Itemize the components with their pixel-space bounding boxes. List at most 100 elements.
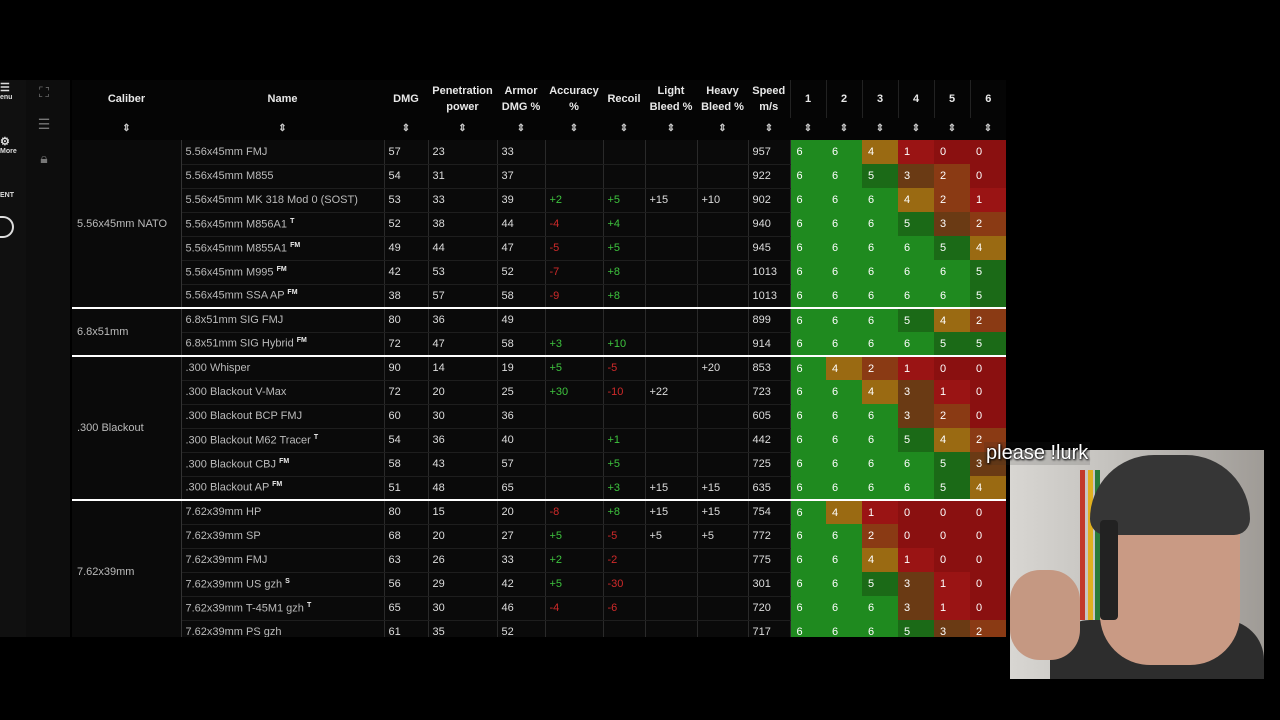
ammo-name: 7.62x39mm PS gzh	[185, 626, 282, 637]
sort-icon[interactable]: ⇕	[748, 118, 790, 140]
header-light-bleed[interactable]: Light Bleed %	[645, 80, 697, 118]
sort-icon[interactable]: ⇕	[970, 118, 1006, 140]
armor-dmg-cell: 27	[497, 524, 546, 549]
ammo-name: .300 Blackout V-Max	[185, 386, 287, 398]
header-class-2[interactable]: 2	[825, 80, 862, 118]
accuracy-cell: +30	[545, 380, 604, 405]
armor-class-1-cell: 6	[790, 380, 826, 404]
header-heavy-bleed[interactable]: Heavy Bleed %	[697, 80, 748, 118]
header-class-4[interactable]: 4	[897, 80, 934, 118]
light-bleed-cell	[645, 452, 698, 477]
sort-icon[interactable]: ⇕	[790, 118, 826, 140]
sort-icon[interactable]: ⇕	[181, 118, 384, 140]
table-row[interactable]: 5.56x45mm M855 54 31 37 922 6 6 5 3 2 0	[72, 164, 1006, 189]
armor-class-2-cell: 6	[826, 307, 862, 332]
header-class-1[interactable]: 1	[789, 80, 826, 118]
ammo-name-cell: 7.62x39mm FMJ	[181, 548, 385, 573]
sort-icon[interactable]: ⇕	[645, 118, 697, 140]
table-row[interactable]: .300 Blackout BCP FMJ 60 30 36 605 6 6 6 3 2 0	[72, 404, 1006, 429]
table-row[interactable]: 5.56x45mm M855A1 FM 49 44 47 -5 +5 945 6 6 6 6 5 4	[72, 236, 1006, 261]
table-row[interactable]: 5.56x45mm M856A1 T 52 38 44 -4 +4 940 6 6 6 5 3 2	[72, 212, 1006, 237]
header-class-3[interactable]: 3	[861, 80, 898, 118]
table-row[interactable]: 7.62x39mm SP 68 20 27 +5 -5 +5 +5 772 6 6 2 0 0 0	[72, 524, 1006, 549]
table-row[interactable]: 5.56x45mm SSA AP FM 38 57 58 -9 +8 1013 6 6 6 6 6 5	[72, 284, 1006, 309]
table-row[interactable]: 7.62x39mm FMJ 63 26 33 +2 -2 775 6 6 4 1 0 0	[72, 548, 1006, 573]
header-speed[interactable]: Speed m/s	[748, 80, 790, 118]
table-row[interactable]: .300 Blackout M62 Tracer T 54 36 40 +1 442 6 6 6…	[72, 428, 1006, 453]
table-row[interactable]: 7.62x39mm T-45M1 gzh T 65 30 46 -4 -6 720 6 6 6 3 1…	[72, 596, 1006, 621]
table-row[interactable]: 5.56x45mm MK 318 Mod 0 (SOST) 53 33 39 +2 +5 +…	[72, 188, 1006, 213]
armor-class-5-cell: 1	[934, 572, 970, 596]
rail-item-0[interactable]: ☰ enu	[0, 82, 26, 101]
header-recoil[interactable]: Recoil	[603, 80, 645, 118]
recoil-cell	[603, 620, 646, 637]
sort-icon[interactable]: ⇕	[697, 118, 748, 140]
rail-item-1[interactable]: ⚙ More	[0, 136, 26, 155]
recoil-cell	[603, 140, 646, 165]
recoil-cell: +8	[603, 284, 646, 309]
table-row[interactable]: .300 Blackout AP FM 51 48 65 +3 +15 +15 635 6 6 6 6…	[72, 476, 1006, 501]
header-penetration[interactable]: Penetration power	[428, 80, 497, 118]
sort-icon[interactable]: ⇕	[826, 118, 862, 140]
header-name[interactable]: Name	[181, 80, 384, 118]
sort-icon[interactable]: ⇕	[545, 118, 603, 140]
armor-class-1-cell: 6	[790, 140, 826, 164]
sort-icon[interactable]: ⇕	[497, 118, 545, 140]
header-armor-dmg[interactable]: Armor DMG %	[497, 80, 545, 118]
record-icon[interactable]	[0, 216, 14, 238]
rail-item-2[interactable]: ENT	[0, 192, 26, 199]
list-icon[interactable]: ☰	[37, 115, 51, 132]
light-bleed-cell	[645, 307, 698, 333]
recoil-cell: +8	[603, 499, 646, 525]
ammo-tag: FM	[279, 457, 290, 465]
speed-cell: 940	[748, 212, 791, 237]
armor-class-6-cell: 1	[970, 188, 1006, 212]
armor-dmg-cell: 58	[497, 332, 546, 357]
armor-class-6-cell: 2	[970, 307, 1006, 332]
table-row[interactable]: .300 Blackout CBJ FM 58 43 57 +5 725 6 6 6 6 5 3	[72, 452, 1006, 477]
ammo-tag: FM	[287, 289, 298, 297]
table-row[interactable]: 5.56x45mm M995 FM 42 53 52 -7 +8 1013 6 6 6 6 6 5	[72, 260, 1006, 285]
sort-icon[interactable]: ⇕	[862, 118, 898, 140]
armor-class-3-cell: 6	[862, 284, 898, 308]
rail-item-label: ENT	[0, 192, 14, 199]
table-row[interactable]: .300 Blackout .300 Whisper 90 14 19 +5 -5 +20 85…	[72, 355, 1006, 501]
header-accuracy[interactable]: Accuracy %	[545, 80, 603, 118]
light-bleed-cell	[645, 332, 698, 357]
armor-class-1-cell: 6	[790, 404, 826, 428]
table-row[interactable]: 7.62x39mm 7.62x39mm HP 80 15 20 -8 +8 +15 +15 754…	[72, 499, 1006, 637]
armor-class-2-cell: 6	[826, 284, 862, 308]
sort-icon[interactable]: ⇕	[384, 118, 428, 140]
fullscreen-icon[interactable]: ⛶	[39, 83, 49, 100]
table-row[interactable]: 6.8x51mm 6.8x51mm SIG FMJ 80 36 49 899 6 6 6 5 4 2	[72, 307, 1006, 357]
penetration-cell: 57	[428, 284, 498, 309]
armor-dmg-cell: 19	[497, 355, 546, 381]
accuracy-cell	[545, 140, 604, 165]
sort-icon[interactable]: ⇕	[603, 118, 645, 140]
table-row[interactable]: 7.62x39mm US gzh S 56 29 42 +5 -30 301 6 6 5 3 1 0	[72, 572, 1006, 597]
lock-icon[interactable]: 🔒︎	[40, 149, 48, 166]
table-row[interactable]: 6.8x51mm SIG Hybrid FM 72 47 58 +3 +10 914 6 6 6 6…	[72, 332, 1006, 357]
rail-item-label: More	[0, 148, 17, 155]
armor-class-5-cell: 5	[934, 332, 970, 356]
ammo-name: 5.56x45mm FMJ	[185, 145, 268, 158]
header-dmg[interactable]: DMG	[384, 80, 428, 118]
light-bleed-cell	[645, 548, 698, 573]
heavy-bleed-cell	[697, 596, 749, 621]
ammo-name: 5.56x45mm M855A1	[185, 242, 288, 255]
header-class-5[interactable]: 5	[933, 80, 970, 118]
table-row[interactable]: 5.56x45mm NATO 5.56x45mm FMJ 57 23 33 957 6 6 4 1…	[72, 140, 1006, 309]
armor-class-2-cell: 6	[826, 596, 862, 620]
sort-icon[interactable]: ⇕	[934, 118, 970, 140]
armor-class-6-cell: 4	[970, 476, 1006, 500]
header-caliber[interactable]: Caliber	[72, 80, 181, 118]
heavy-bleed-cell	[697, 307, 749, 333]
accuracy-cell: -9	[545, 284, 604, 309]
dmg-cell: 52	[384, 212, 429, 237]
sort-icon[interactable]: ⇕	[428, 118, 497, 140]
sort-icon[interactable]: ⇕	[72, 118, 181, 140]
sort-icon[interactable]: ⇕	[898, 118, 934, 140]
table-row[interactable]: 7.62x39mm PS gzh 61 35 52 717 6 6 6 5 3 2	[72, 620, 1006, 637]
header-class-6[interactable]: 6	[969, 80, 1006, 118]
table-row[interactable]: .300 Blackout V-Max 72 20 25 +30 -10 +22 723 6 6 4…	[72, 380, 1006, 405]
